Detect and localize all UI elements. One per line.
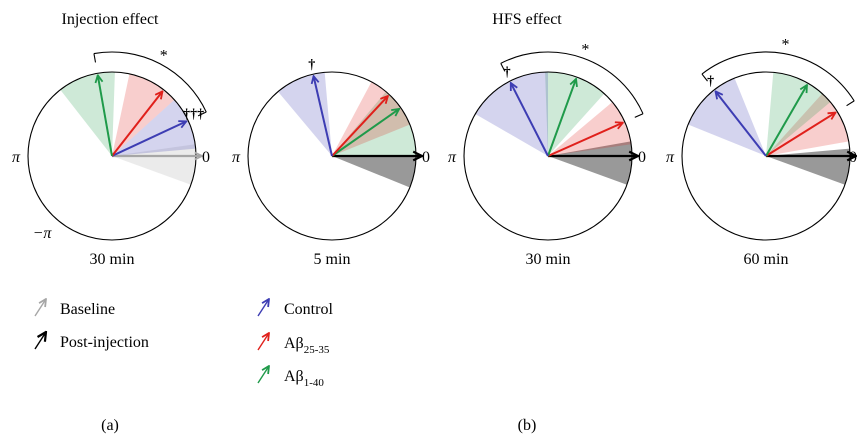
sector-abeta-1-40 bbox=[332, 91, 416, 156]
sector-control bbox=[112, 99, 196, 156]
arrow-abeta-25-35 bbox=[765, 113, 836, 157]
panel-b-title: HFS effect bbox=[492, 11, 562, 28]
sector-abeta-25-35 bbox=[548, 102, 632, 156]
dagger-marks: † bbox=[504, 65, 511, 80]
legend-abeta-1-40-sub: 1-40 bbox=[304, 377, 325, 389]
legend: Baseline Post-injection Control Aβ25-35 … bbox=[34, 299, 333, 389]
legend-label-abeta-25-35: Aβ25-35 bbox=[284, 335, 330, 356]
panel-a-label: (a) bbox=[101, 417, 119, 434]
bracket-tick bbox=[634, 113, 644, 118]
angle-label-zero: 0 bbox=[638, 149, 646, 166]
arrow-control bbox=[111, 121, 186, 157]
sector-control bbox=[475, 72, 548, 156]
panel-b-label: (b) bbox=[518, 417, 537, 434]
angle-label-pi: π bbox=[448, 149, 457, 166]
legend-item-abeta-1-40: Aβ1-40 bbox=[257, 366, 324, 389]
arrow-control bbox=[716, 91, 767, 157]
polar-plot-injection-30min: * ††† π 0 −π 30 min bbox=[12, 48, 210, 268]
arrow-control bbox=[314, 76, 333, 157]
sector-baseline bbox=[112, 144, 196, 185]
sector-post-injection bbox=[332, 156, 416, 188]
legend-arrow-baseline bbox=[34, 299, 46, 317]
arrow-abeta-1-40 bbox=[98, 75, 113, 157]
arrow-abeta-25-35 bbox=[111, 91, 162, 157]
time-label: 5 min bbox=[314, 251, 351, 268]
significance-bracket bbox=[93, 51, 207, 113]
sector-control bbox=[278, 72, 332, 156]
angle-label-neg-pi: −π bbox=[33, 225, 53, 242]
significance-star: * bbox=[581, 41, 589, 58]
legend-item-abeta-25-35: Aβ25-35 bbox=[257, 333, 330, 356]
dagger-marks: † bbox=[308, 57, 315, 72]
angle-label-pi: π bbox=[12, 149, 21, 166]
dagger-marks: ††† bbox=[183, 107, 204, 122]
arrow-control bbox=[511, 83, 549, 157]
legend-arrow-abeta-25-35 bbox=[257, 333, 269, 351]
legend-label-post-injection: Post-injection bbox=[60, 334, 149, 351]
sector-abeta-1-40 bbox=[545, 72, 605, 156]
legend-item-post-injection: Post-injection bbox=[34, 332, 149, 351]
panel-a-title: Injection effect bbox=[62, 11, 160, 28]
significance-star: * bbox=[160, 48, 168, 65]
angle-label-pi: π bbox=[666, 149, 675, 166]
legend-arrow-control bbox=[257, 299, 269, 317]
time-label: 60 min bbox=[744, 251, 789, 268]
legend-abeta-1-40-main: Aβ bbox=[284, 368, 304, 385]
time-label: 30 min bbox=[526, 251, 571, 268]
polar-plot-hfs-30min: * † π 0 30 min bbox=[448, 41, 646, 268]
legend-arrow-post-injection bbox=[34, 332, 46, 350]
legend-label-baseline: Baseline bbox=[60, 301, 115, 318]
legend-label-abeta-1-40: Aβ1-40 bbox=[284, 368, 324, 389]
legend-label-control: Control bbox=[284, 301, 333, 318]
polar-plot-hfs-60min: * † π 0 60 min bbox=[666, 37, 857, 268]
arrow-abeta-25-35 bbox=[547, 123, 623, 157]
legend-abeta-25-35-main: Aβ bbox=[284, 335, 304, 352]
bracket-tick bbox=[701, 73, 708, 82]
angle-label-zero: 0 bbox=[849, 149, 857, 166]
bracket-tick bbox=[93, 53, 97, 63]
time-label: 30 min bbox=[90, 251, 135, 268]
significance-bracket bbox=[500, 51, 644, 114]
angle-label-zero: 0 bbox=[202, 149, 210, 166]
arrow-abeta-1-40 bbox=[331, 109, 399, 157]
sector-post-injection bbox=[548, 141, 632, 185]
sector-abeta-25-35 bbox=[332, 81, 410, 156]
bracket-tick bbox=[846, 100, 855, 107]
legend-item-baseline: Baseline bbox=[34, 299, 115, 318]
legend-abeta-25-35-sub: 25-35 bbox=[304, 344, 330, 356]
arrow-abeta-25-35 bbox=[331, 96, 388, 157]
significance-star: * bbox=[781, 37, 789, 54]
polar-plot-injection-5min: † π 0 5 min bbox=[232, 57, 430, 268]
legend-arrow-abeta-1-40 bbox=[257, 366, 269, 384]
sector-post-injection bbox=[766, 148, 851, 185]
dagger-marks: † bbox=[707, 74, 714, 89]
sector-abeta-1-40 bbox=[766, 72, 831, 156]
arrow-abeta-1-40 bbox=[765, 85, 807, 157]
arrow-abeta-1-40 bbox=[547, 79, 576, 157]
bracket-tick bbox=[197, 111, 207, 117]
bracket-tick bbox=[500, 63, 506, 72]
sector-control bbox=[688, 78, 766, 156]
significance-bracket bbox=[701, 51, 855, 102]
legend-item-control: Control bbox=[257, 299, 333, 318]
angle-label-zero: 0 bbox=[422, 149, 430, 166]
angle-label-pi: π bbox=[232, 149, 241, 166]
sector-abeta-25-35 bbox=[766, 93, 849, 156]
